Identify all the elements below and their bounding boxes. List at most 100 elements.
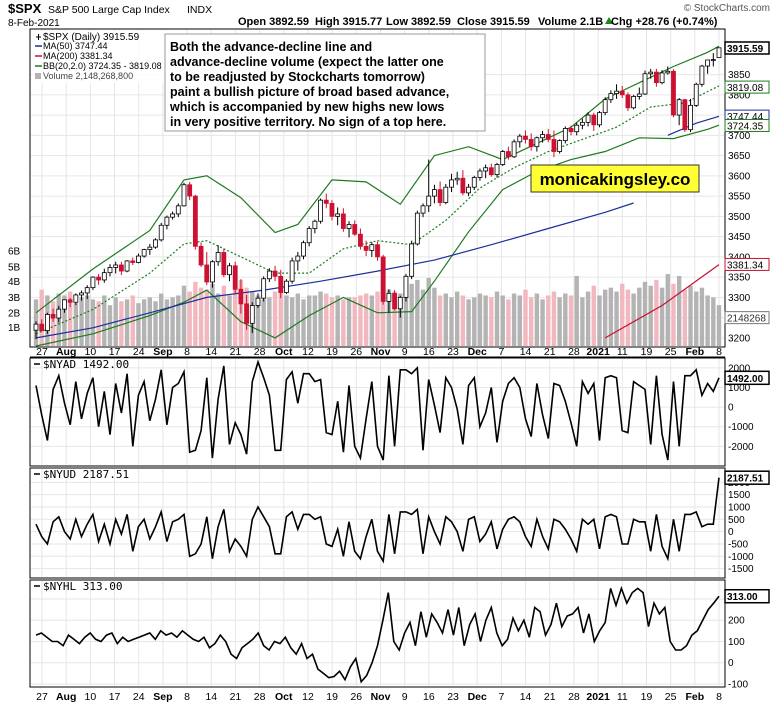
volume-bar <box>409 283 414 346</box>
volume-bar <box>426 277 431 346</box>
x-tick-label-top: 8 <box>184 346 190 358</box>
volume-bar <box>215 293 221 346</box>
candle-body <box>574 124 580 133</box>
x-tick-label-bottom: 21 <box>230 691 242 703</box>
price-y-tick-label: 3300 <box>728 293 751 304</box>
candle-body <box>84 287 90 294</box>
price-y-tick-label: 3200 <box>728 333 751 344</box>
price-y-tick-label: 3400 <box>728 252 751 263</box>
volume-bar <box>568 295 574 346</box>
x-tick-label-bottom: 27 <box>36 691 48 703</box>
x-tick-label-bottom: 7 <box>498 691 504 703</box>
candle-body <box>545 134 551 140</box>
volume-bar <box>375 291 380 346</box>
nyhl-panel <box>29 579 726 688</box>
candle-body <box>33 323 39 331</box>
candle-body <box>375 244 380 258</box>
nyhl-last-value-box <box>724 588 770 604</box>
volume-bar <box>85 295 90 346</box>
candle-body <box>210 261 215 283</box>
candle-body <box>318 199 323 222</box>
x-tick-label-bottom: 28 <box>568 691 580 703</box>
x-tick-label-top: 10 <box>85 346 97 358</box>
x-tick-label-bottom: 8 <box>716 691 722 703</box>
x-tick-label-top: Oct <box>275 346 293 358</box>
candle-body <box>244 303 249 324</box>
x-tick-label-top: 2021 <box>586 346 610 358</box>
candle-body <box>386 292 392 302</box>
nyud-line <box>35 477 720 564</box>
close-value: Close 3915.59 <box>457 16 530 28</box>
candle-body <box>380 256 386 302</box>
x-tick-label-bottom: 14 <box>520 691 532 703</box>
volume-bar <box>102 295 107 346</box>
volume-bar <box>233 289 238 346</box>
volume-bar <box>551 291 557 346</box>
candle-body <box>562 128 568 141</box>
volume-bar <box>164 299 170 346</box>
candle-body <box>682 99 688 131</box>
volume-bar <box>597 295 602 346</box>
candle-body <box>653 71 659 84</box>
candle-body <box>238 288 244 305</box>
volume-bar <box>483 295 488 346</box>
volume-bar <box>648 285 653 346</box>
volume-bar <box>682 289 688 346</box>
candle-body <box>79 292 84 296</box>
nyhl-y-tick-label: 0 <box>728 658 734 669</box>
price-marker-label: 3915.59 <box>724 41 770 55</box>
price-legend: $SPX (Daily) 3915.59 MA(50) 3747.44 MA(2… <box>33 31 165 83</box>
candle-body <box>585 114 591 123</box>
volume-bar <box>705 295 710 346</box>
x-tick-label-top: Nov <box>371 346 391 358</box>
volume-bar <box>324 293 329 346</box>
candle-body <box>591 114 597 126</box>
candle-body <box>141 249 147 257</box>
candle-body <box>187 184 193 197</box>
volume-bar <box>540 299 545 346</box>
volume-bar <box>449 297 454 346</box>
volume-bar <box>688 285 693 346</box>
volume-bar <box>312 295 318 346</box>
nyud-y-tick-label: 500 <box>728 515 745 526</box>
volume-bar <box>147 297 153 346</box>
price-y-tick-label: 3850 <box>728 70 751 81</box>
candle-body <box>198 245 204 266</box>
candle-body <box>67 299 73 303</box>
x-tick-label-bottom: 23 <box>447 691 459 703</box>
x-tick-label-top: 19 <box>641 346 653 358</box>
price-marker-box <box>724 80 770 94</box>
x-tick-label-top: 19 <box>326 346 338 358</box>
axis-layer: 27 27 Aug Aug 10 10 17 17 24 24 Sep Sep 8 8 14 14 21 21 28… <box>8 41 770 703</box>
candle-body <box>147 246 153 250</box>
candle-body <box>454 177 460 181</box>
candle-body <box>346 224 352 229</box>
candle-body <box>597 112 602 126</box>
candle-body <box>676 99 682 116</box>
candle-body <box>284 280 289 293</box>
volume-bar <box>398 293 403 346</box>
candle-body <box>409 243 415 277</box>
candle-body <box>477 170 483 178</box>
candle-body <box>329 202 335 217</box>
price-y-tick-label: 3650 <box>728 151 751 162</box>
candle-body <box>272 270 278 277</box>
nyud-title-group: $NYUD 2187.51 <box>34 468 129 481</box>
volume-bar <box>255 295 261 346</box>
volume-bar <box>301 299 306 346</box>
price-marker-label: 3724.35 <box>724 118 770 132</box>
candle-body <box>130 260 136 263</box>
x-tick-label-top: 28 <box>568 346 580 358</box>
x-tick-label-bottom: 26 <box>350 691 362 703</box>
x-tick-label-bottom: 19 <box>641 691 653 703</box>
price-y-tick-label: 3700 <box>728 131 751 142</box>
volume-bar <box>637 287 642 346</box>
low-value: Low 3892.59 <box>386 16 451 28</box>
x-tick-label-bottom: 24 <box>133 691 145 703</box>
volume-bar <box>699 287 705 346</box>
x-tick-label-bottom: Feb <box>685 691 704 703</box>
nyud-y-tick-label: 1500 <box>728 490 751 501</box>
candle-body <box>124 260 130 272</box>
volume-bar <box>141 299 147 346</box>
volume-bar <box>289 297 295 346</box>
